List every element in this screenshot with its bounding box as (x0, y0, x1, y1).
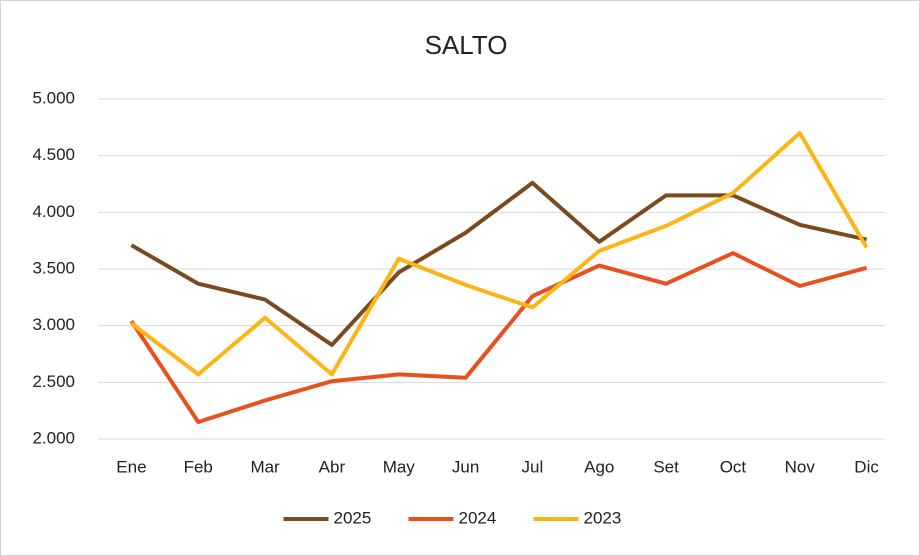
y-tick-label: 3.000 (32, 315, 75, 334)
y-tick-label: 4.500 (32, 145, 75, 164)
x-tick-label: Abr (319, 457, 346, 476)
y-tick-label: 2.000 (32, 428, 75, 447)
x-tick-label: Jun (452, 457, 479, 476)
series-line (130, 131, 869, 377)
legend-label: 2024 (459, 508, 497, 527)
series-line (129, 251, 868, 424)
legend-label: 2025 (334, 508, 372, 527)
y-tick-label: 4.000 (32, 202, 75, 221)
x-tick-label: Ene (116, 457, 146, 476)
legend-label: 2023 (584, 508, 622, 527)
y-tick-label: 5.000 (32, 88, 75, 107)
y-tick-label: 2.500 (32, 372, 75, 391)
y-tick-label: 3.500 (32, 258, 75, 277)
x-tick-label: Dic (854, 457, 879, 476)
x-tick-label: Mar (250, 457, 280, 476)
x-tick-label: Nov (785, 457, 816, 476)
series-line (130, 180, 868, 347)
chart-title: SALTO (425, 30, 508, 60)
x-tick-label: Ago (584, 457, 614, 476)
x-tick-label: Feb (184, 457, 213, 476)
x-tick-label: May (383, 457, 416, 476)
x-tick-label: Jul (522, 457, 544, 476)
x-tick-label: Oct (720, 457, 747, 476)
x-tick-label: Set (653, 457, 679, 476)
